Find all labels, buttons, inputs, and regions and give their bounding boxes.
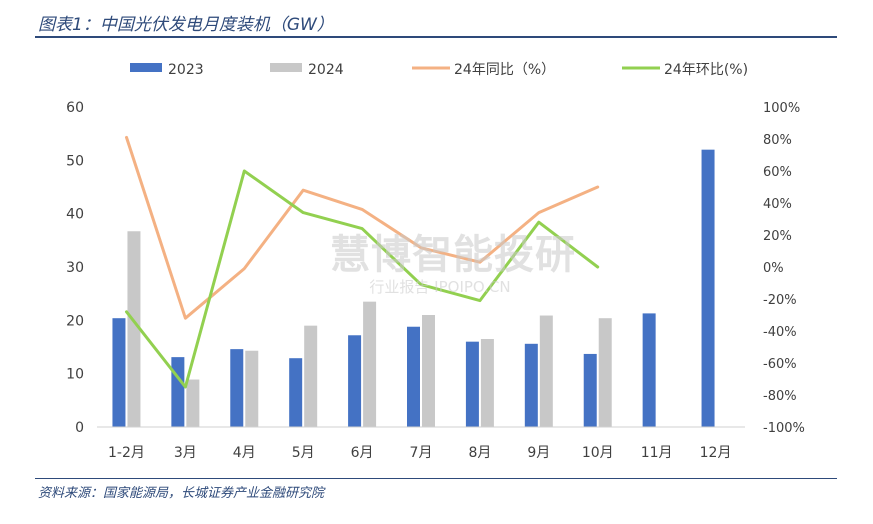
bar-2024-5 [422,315,435,427]
legend-label: 2024 [308,62,344,78]
bar-2023-2 [230,349,244,427]
bar-2023-1 [171,357,185,427]
right-tick-label: 80% [763,133,792,148]
left-tick-label: 40 [66,207,84,223]
bar-2023-4 [348,335,362,427]
lines [125,135,600,389]
bar-2024-1 [186,379,200,427]
yoy-line [125,135,600,320]
bar-2024-4 [363,301,377,427]
left-tick-label: 10 [66,367,84,383]
x-tick-label: 7月 [410,445,433,461]
legend-label: 24年环比(%) [664,62,748,78]
right-tick-label: 100% [763,101,800,116]
x-tick-label: 5月 [292,445,315,461]
source-rule [35,478,837,479]
legend-label: 2023 [168,62,204,78]
right-tick-label: -80% [763,389,797,404]
bar-2023-9 [642,313,656,427]
bar-2023-0 [112,318,126,427]
bar-2024-3 [304,325,318,427]
bar-2024-2 [245,350,259,427]
x-tick-label: 6月 [351,445,374,461]
figure-title: 图表1：中国光伏发电月度装机（GW） [38,15,334,35]
right-tick-label: 20% [763,229,792,244]
bar-2023-5 [407,326,420,427]
left-tick-label: 60 [66,100,84,116]
bar-2024-8 [598,318,612,427]
legend: 2023 2024 24年同比（%） 24年环比(%) [130,62,748,78]
x-tick-label: 3月 [174,445,197,461]
right-tick-label: 60% [763,165,792,180]
title-rule [35,36,837,38]
mom-line [125,169,600,389]
bar-2023-10 [701,149,715,427]
legend-swatch [270,63,302,72]
right-tick-label: 0% [763,261,784,276]
x-axis: 1-2月 3月 4月 5月 6月 7月 8月 9月 10月 11月 12月 [97,426,745,461]
right-tick-label: 40% [763,197,792,212]
legend-label: 24年同比（%） [454,62,555,78]
legend-swatch [130,63,162,72]
source-note: 资料来源：国家能源局，长城证券产业金融研究院 [38,486,325,501]
x-tick-label: 11月 [641,445,673,461]
left-tick-label: 50 [66,153,84,169]
left-tick-label: 20 [66,313,84,329]
right-tick-label: -40% [763,325,797,340]
left-tick-label: 30 [66,260,84,276]
bar-2023-8 [583,353,597,427]
bar-2024-6 [480,339,494,427]
right-tick-label: -60% [763,357,797,372]
bar-2023-3 [289,358,303,427]
right-tick-label: -100% [763,421,805,436]
x-tick-label: 9月 [527,445,550,461]
bar-2023-7 [524,343,538,427]
x-tick-label: 4月 [233,445,256,461]
bar-2024-7 [539,315,553,427]
x-tick-label: 10月 [582,445,614,461]
right-axis: -100% -80% -60% -40% -20% 0% 20% 40% 60% 80% 100% [763,101,805,436]
left-tick-label: 0 [75,420,84,436]
x-tick-label: 8月 [468,445,491,461]
x-tick-label: 1-2月 [108,445,145,461]
x-tick-label: 12月 [700,445,732,461]
bar-2024-0 [127,231,141,427]
bar-2023-6 [465,341,479,427]
left-axis: 0 10 20 30 40 50 60 [66,100,84,436]
right-tick-label: -20% [763,293,797,308]
bars [112,149,715,427]
